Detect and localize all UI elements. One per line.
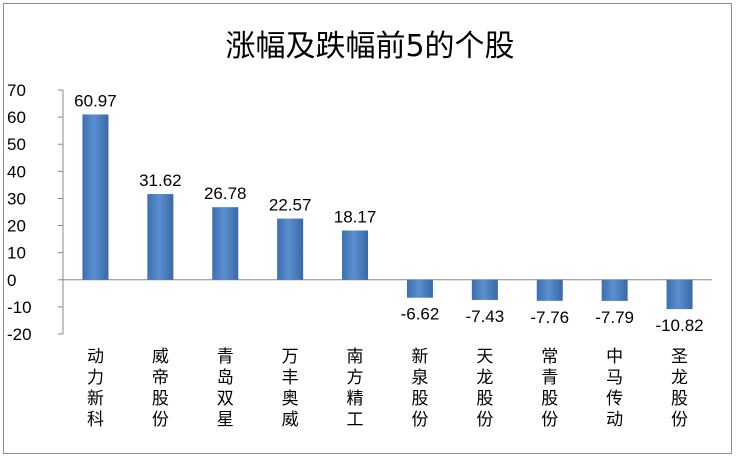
- chart: 涨幅及跌幅前5的个股 70 60 50 40 30 20 10 0 -10 -20 60.97 31…: [7, 29, 712, 430]
- bar: [601, 279, 628, 301]
- data-label: 18.17: [334, 208, 377, 227]
- y-tick-label: 30: [7, 189, 26, 208]
- category-label: 南方精工: [347, 347, 364, 430]
- y-tick-label: 10: [7, 244, 26, 263]
- bar: [212, 207, 239, 280]
- data-label: -10.82: [655, 316, 703, 335]
- category-label: 圣龙股份: [671, 347, 688, 430]
- bar: [82, 114, 109, 280]
- data-label: -7.76: [530, 308, 569, 327]
- y-tick-label: 40: [7, 162, 26, 181]
- data-label: 26.78: [204, 184, 247, 203]
- y-tick-label: 50: [7, 135, 26, 154]
- y-tick-label: 70: [7, 81, 26, 100]
- y-tick-label: 20: [7, 217, 26, 236]
- bar-group: [82, 114, 693, 310]
- data-label: -6.62: [401, 305, 440, 324]
- bar: [471, 279, 498, 300]
- chart-frame: 涨幅及跌幅前5的个股 70 60 50 40 30 20 10 0 -10 -20 60.97 31…: [3, 3, 732, 454]
- category-label: 中马传动: [606, 347, 623, 430]
- category-label-group: 动力新科 威帝股份 青岛双星 万丰奥威 南方精工 新泉股份 天龙股份 常青股份 中马传动 圣龙股份: [87, 347, 688, 430]
- y-tick-label: 0: [7, 271, 16, 290]
- data-label: 60.97: [74, 91, 117, 110]
- chart-title: 涨幅及跌幅前5的个股: [225, 29, 514, 64]
- data-label: -7.79: [595, 308, 634, 327]
- bar: [147, 194, 174, 280]
- data-label: 31.62: [139, 171, 182, 190]
- data-label: -7.43: [465, 307, 504, 326]
- bar: [666, 279, 693, 310]
- y-tick-label: 60: [7, 108, 26, 127]
- data-label-group: 60.97 31.62 26.78 22.57 18.17 -6.62 -7.43 -7.76…: [74, 91, 703, 335]
- y-tick-group: 70 60 50 40 30 20 10 0 -10 -20: [7, 81, 63, 344]
- bar: [342, 230, 369, 280]
- category-label: 天龙股份: [476, 347, 493, 430]
- category-label: 万丰奥威: [282, 347, 299, 430]
- category-label: 动力新科: [87, 347, 104, 430]
- data-label: 22.57: [269, 196, 312, 215]
- bar: [406, 279, 433, 298]
- category-label: 常青股份: [541, 347, 558, 430]
- category-label: 新泉股份: [411, 347, 428, 430]
- y-tick-label: -10: [7, 298, 32, 317]
- category-label: 青岛双星: [217, 347, 234, 430]
- bar: [536, 279, 563, 301]
- bar: [277, 218, 304, 280]
- category-label: 威帝股份: [152, 347, 169, 430]
- y-tick-label: -20: [7, 325, 32, 344]
